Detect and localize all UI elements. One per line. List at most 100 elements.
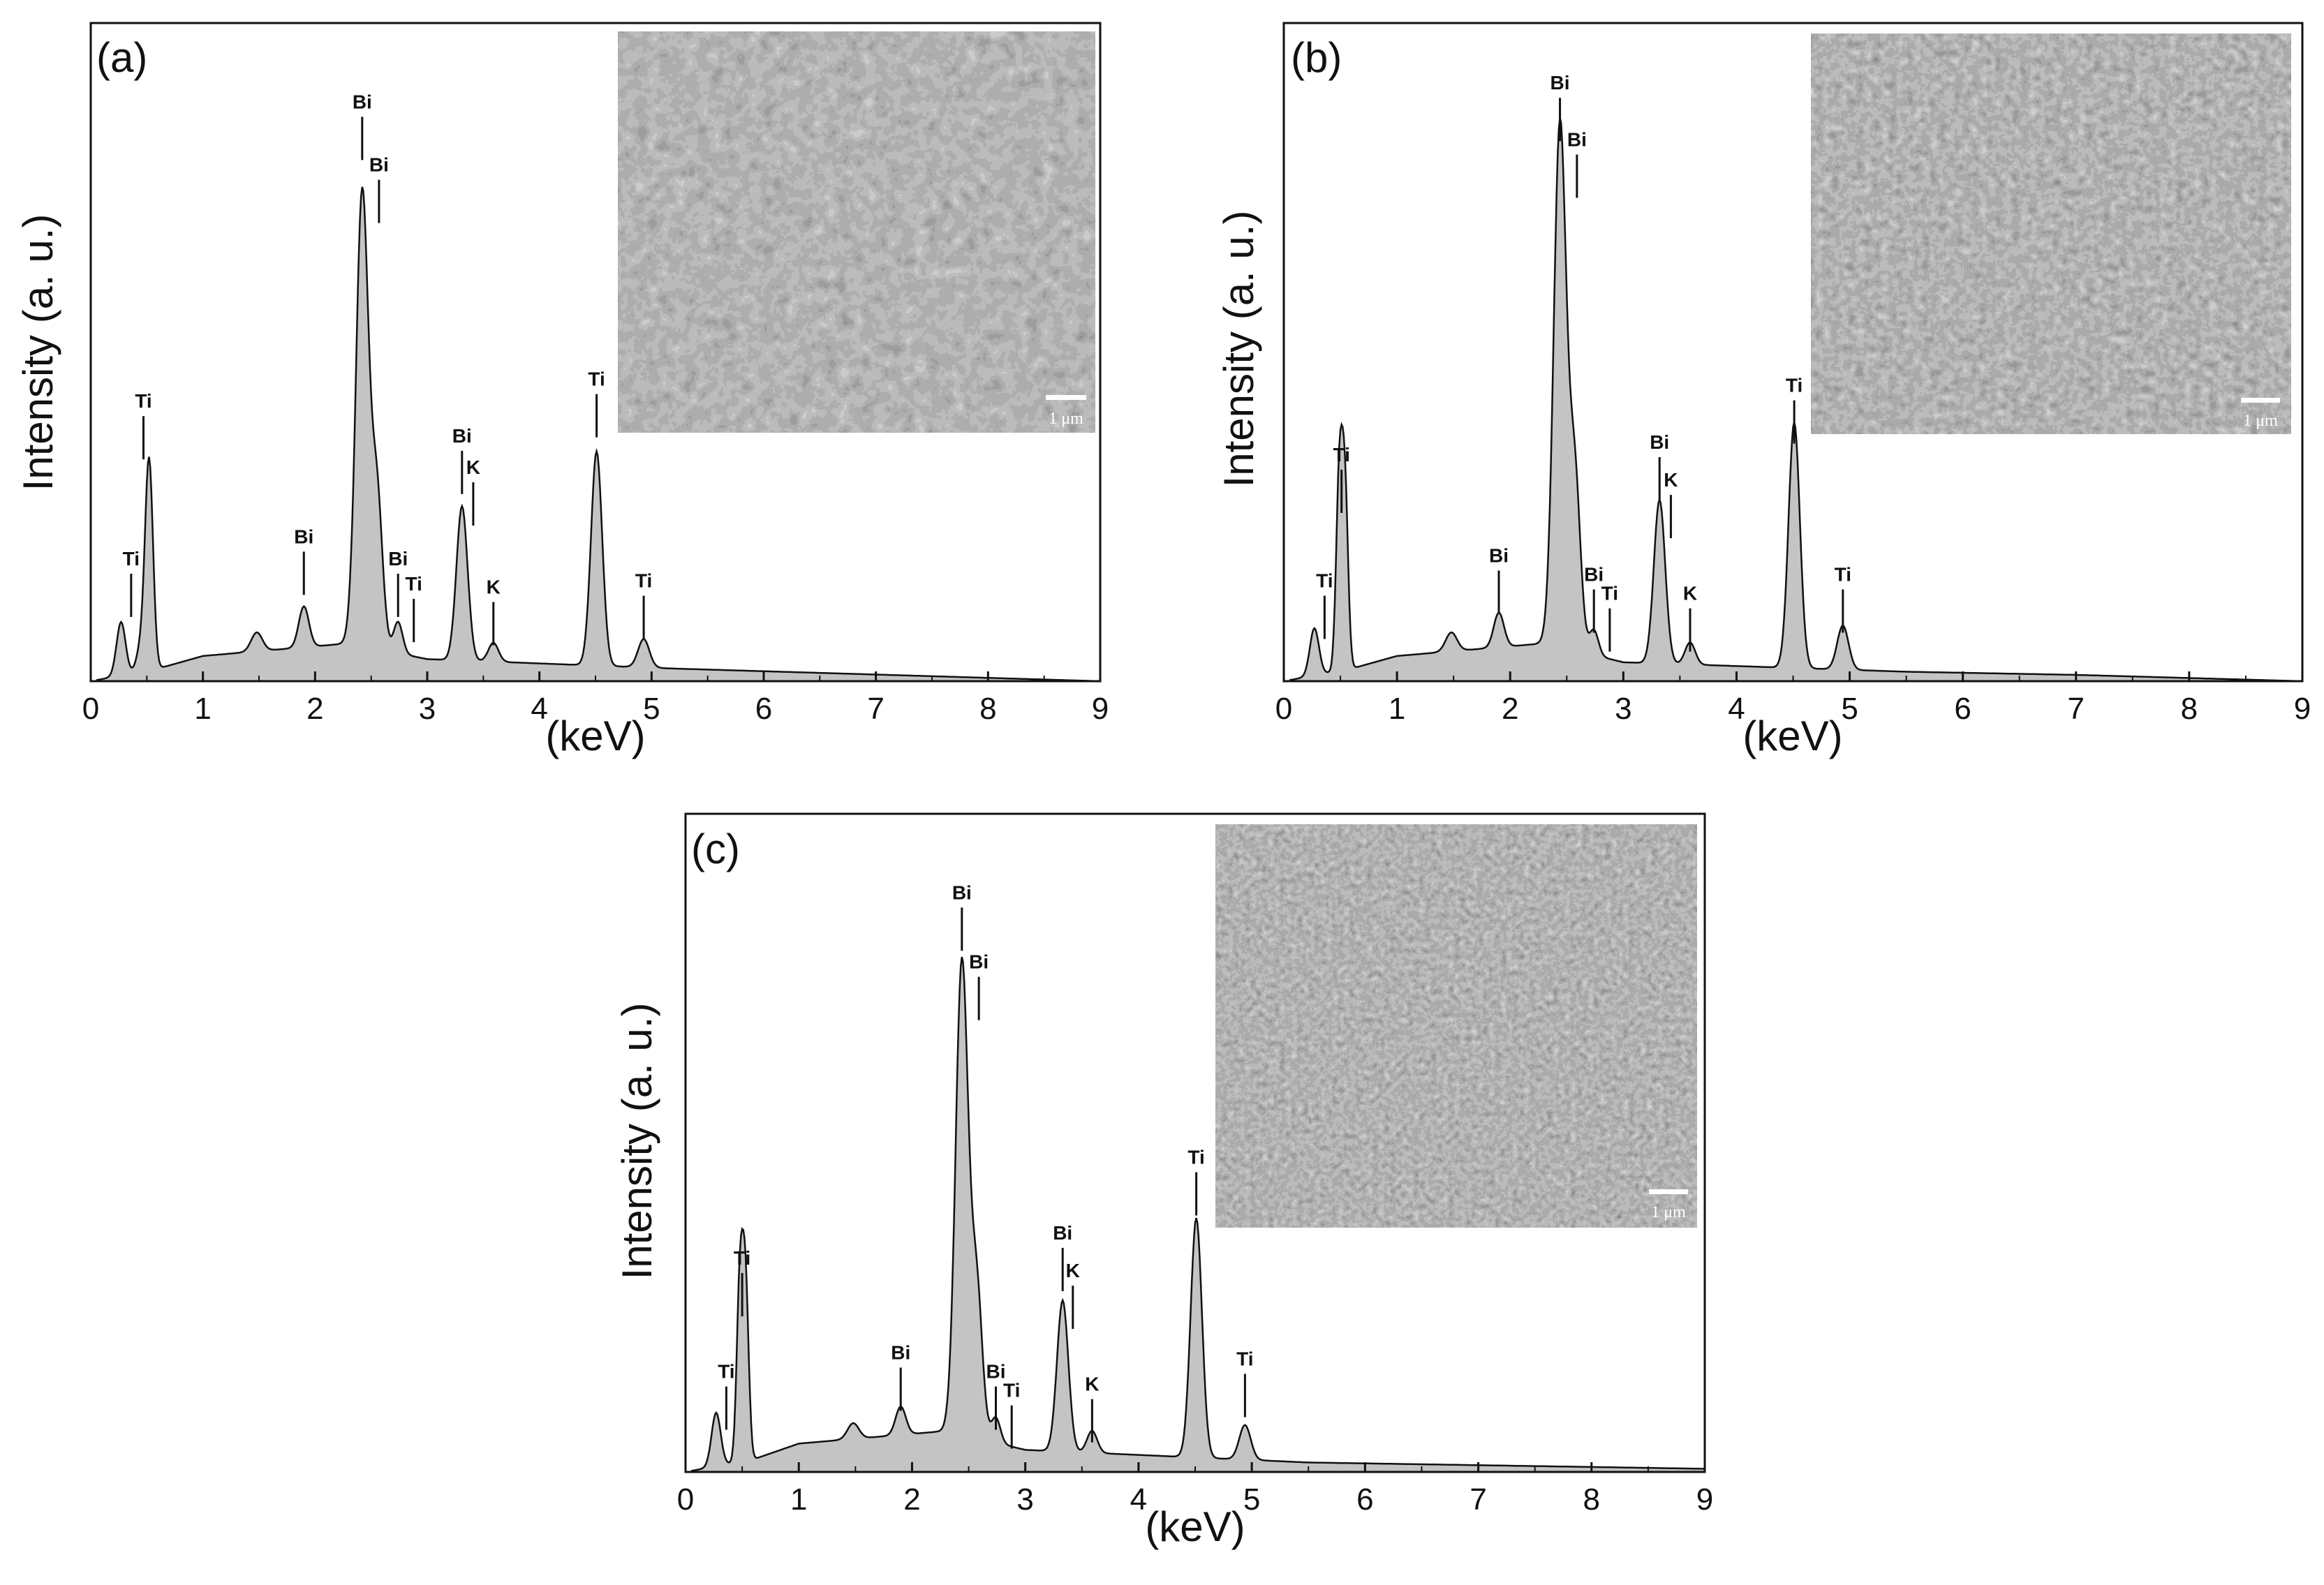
peak-label-a-4: Bi bbox=[369, 154, 389, 176]
spectrum-line-b bbox=[1289, 117, 2302, 683]
peak-label-b-3: Bi bbox=[1550, 72, 1570, 94]
peak-label-c-4: Bi bbox=[969, 951, 989, 973]
peak-label-b-2: Bi bbox=[1489, 544, 1509, 566]
y-axis-title-a: Intensity (a. u.) bbox=[15, 214, 61, 491]
panel-label-b: (b) bbox=[1291, 34, 1342, 81]
sem-image-a bbox=[618, 31, 1095, 433]
spectrum-area-b bbox=[1289, 118, 2302, 682]
x-tick-label-a-9: 9 bbox=[1092, 692, 1109, 726]
spectrum-c bbox=[690, 956, 1705, 1472]
x-tick-label-a-7: 7 bbox=[867, 692, 884, 726]
sem-image-c bbox=[1215, 824, 1697, 1228]
peak-label-c-10: Ti bbox=[1187, 1147, 1204, 1168]
peak-label-b-4: Bi bbox=[1567, 128, 1587, 150]
peak-label-c-11: Ti bbox=[1236, 1348, 1253, 1370]
peak-label-c-0: Ti bbox=[718, 1361, 734, 1383]
x-tick-label-b-0: 0 bbox=[1275, 692, 1292, 726]
peak-label-c-7: Bi bbox=[1053, 1222, 1072, 1244]
scale-bar-c bbox=[1649, 1189, 1688, 1194]
x-tick-label-a-8: 8 bbox=[979, 692, 996, 726]
peak-label-b-7: Bi bbox=[1650, 431, 1669, 453]
scale-bar-label-c: 1 μm bbox=[1651, 1203, 1686, 1221]
x-tick-label-a-6: 6 bbox=[755, 692, 772, 726]
x-tick-label-b-7: 7 bbox=[2068, 692, 2085, 726]
peak-label-c-5: Bi bbox=[986, 1361, 1005, 1383]
peak-label-a-6: Ti bbox=[406, 573, 422, 595]
peak-label-b-5: Bi bbox=[1584, 564, 1604, 586]
sem-inset-a: 1 μm bbox=[618, 31, 1095, 433]
x-tick-label-c-8: 8 bbox=[1583, 1482, 1600, 1517]
peak-label-b-1: Ti bbox=[1333, 444, 1349, 466]
peak-label-b-8: K bbox=[1664, 469, 1678, 491]
x-tick-label-a-4: 4 bbox=[531, 692, 547, 726]
x-tick-label-c-2: 2 bbox=[903, 1482, 920, 1517]
peak-label-c-2: Bi bbox=[891, 1341, 910, 1363]
peak-label-a-8: K bbox=[466, 456, 480, 478]
x-tick-label-a-3: 3 bbox=[419, 692, 436, 726]
sem-image-b bbox=[1811, 34, 2291, 434]
x-tick-label-c-1: 1 bbox=[790, 1482, 807, 1517]
spectrum-area-a bbox=[96, 186, 1100, 681]
x-ticks-a: 0 1 2 3 4 5 6 7 8 9 bbox=[82, 671, 1109, 726]
panel-label-c: (c) bbox=[691, 826, 740, 872]
spectrum-line-a bbox=[96, 186, 1100, 683]
peak-label-b-0: Ti bbox=[1316, 570, 1333, 592]
x-tick-label-b-5: 5 bbox=[1841, 692, 1858, 726]
x-tick-label-c-5: 5 bbox=[1243, 1482, 1260, 1517]
x-tick-label-c-4: 4 bbox=[1130, 1482, 1147, 1517]
y-axis-title-b: Intensity (a. u.) bbox=[1215, 211, 1262, 488]
spectrum-area-c bbox=[691, 957, 1705, 1472]
x-tick-label-c-6: 6 bbox=[1356, 1482, 1373, 1517]
x-axis-title-c: (keV) bbox=[1145, 1503, 1245, 1550]
x-tick-label-a-5: 5 bbox=[643, 692, 660, 726]
peak-label-a-11: Ti bbox=[635, 570, 652, 592]
peak-label-a-9: K bbox=[487, 576, 501, 598]
x-tick-label-b-1: 1 bbox=[1389, 692, 1405, 726]
peak-label-a-1: Ti bbox=[135, 390, 151, 412]
scale-bar-b bbox=[2241, 398, 2280, 403]
x-tick-label-c-9: 9 bbox=[1696, 1482, 1713, 1517]
peak-label-b-9: K bbox=[1683, 583, 1697, 604]
x-axis-title-b: (keV) bbox=[1742, 713, 1842, 759]
peak-label-a-3: Bi bbox=[353, 91, 372, 112]
peak-label-a-7: Bi bbox=[452, 425, 472, 447]
panel-b: (b) Intensity (a. u.) (keV) 0 1 2 3 4 5 6 7 8 9 T… bbox=[1215, 22, 2311, 759]
x-tick-label-c-0: 0 bbox=[677, 1482, 694, 1517]
panel-label-a: (a) bbox=[96, 34, 147, 81]
sem-inset-b: 1 μm bbox=[1811, 34, 2291, 434]
x-ticks-b: 0 1 2 3 4 5 6 7 8 9 bbox=[1275, 671, 2311, 726]
scale-bar-a bbox=[1046, 395, 1086, 400]
peak-label-c-9: K bbox=[1085, 1374, 1099, 1395]
peak-label-b-10: Ti bbox=[1786, 375, 1803, 396]
y-axis-title-c: Intensity (a. u.) bbox=[614, 1003, 660, 1280]
peak-label-a-10: Ti bbox=[588, 369, 605, 390]
spectrum-a bbox=[96, 186, 1100, 683]
peak-label-b-6: Ti bbox=[1601, 583, 1618, 604]
panel-c: (c) Intensity (a. u.) (keV) 0 1 2 3 4 5 6 7 8 9 T… bbox=[614, 812, 1713, 1550]
x-tick-label-b-8: 8 bbox=[2181, 692, 2198, 726]
peak-labels-a: Ti Ti Bi Bi Bi Bi Ti Bi K K Ti Ti bbox=[123, 91, 652, 646]
peak-label-a-5: Bi bbox=[388, 548, 408, 570]
peak-label-a-0: Ti bbox=[123, 548, 140, 570]
peak-label-a-2: Bi bbox=[294, 526, 313, 547]
x-tick-label-c-7: 7 bbox=[1470, 1482, 1486, 1517]
spectrum-line-c bbox=[690, 956, 1705, 1472]
x-tick-label-b-6: 6 bbox=[1954, 692, 1971, 726]
x-tick-label-a-1: 1 bbox=[194, 692, 211, 726]
x-tick-label-a-2: 2 bbox=[306, 692, 323, 726]
x-tick-label-b-4: 4 bbox=[1728, 692, 1745, 726]
sem-inset-c: 1 μm bbox=[1215, 824, 1697, 1228]
scale-bar-label-a: 1 μm bbox=[1049, 410, 1083, 428]
x-tick-label-b-3: 3 bbox=[1615, 692, 1631, 726]
scale-bar-label-b: 1 μm bbox=[2243, 412, 2278, 430]
x-tick-label-b-2: 2 bbox=[1502, 692, 1518, 726]
x-tick-label-b-9: 9 bbox=[2294, 692, 2311, 726]
x-ticks-c: 0 1 2 3 4 5 6 7 8 9 bbox=[677, 1462, 1713, 1517]
x-axis-title-a: (keV) bbox=[545, 713, 645, 759]
x-tick-label-c-3: 3 bbox=[1016, 1482, 1033, 1517]
panel-a: (a) Intensity (a. u.) (keV) 0 1 2 3 4 5 6 7 8 9 T… bbox=[15, 22, 1109, 759]
x-tick-label-a-0: 0 bbox=[82, 692, 99, 726]
